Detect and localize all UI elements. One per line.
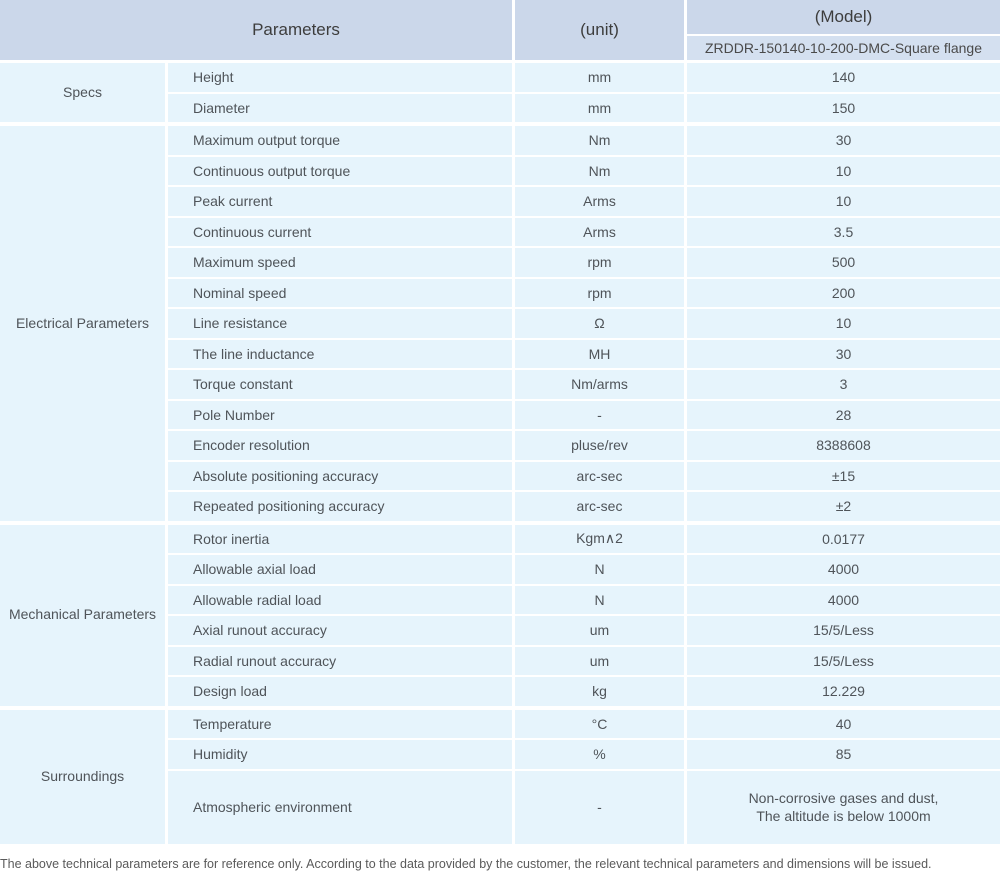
param-name: Radial runout accuracy <box>168 646 512 675</box>
param-name: Nominal speed <box>168 278 512 307</box>
param-value: 30 <box>687 339 1000 368</box>
param-name: Design load <box>168 677 512 706</box>
param-value: ±2 <box>687 492 1000 521</box>
param-value: 140 <box>687 63 1000 92</box>
param-value: 500 <box>687 248 1000 277</box>
param-unit: Arms <box>515 217 684 246</box>
param-name: Line resistance <box>168 309 512 338</box>
category-label: Mechanical Parameters <box>0 524 165 706</box>
param-name: Allowable axial load <box>168 555 512 584</box>
param-name: Atmospheric environment <box>168 770 512 844</box>
param-name: Axial runout accuracy <box>168 616 512 645</box>
param-unit: Ω <box>515 309 684 338</box>
param-name: Pole Number <box>168 400 512 429</box>
param-name: Peak current <box>168 187 512 216</box>
param-name: Repeated positioning accuracy <box>168 492 512 521</box>
param-name: Encoder resolution <box>168 431 512 460</box>
param-value: Non-corrosive gases and dust, The altitu… <box>687 770 1000 844</box>
param-value: 200 <box>687 278 1000 307</box>
param-value: 150 <box>687 93 1000 122</box>
param-unit: arc-sec <box>515 492 684 521</box>
param-value: 4000 <box>687 555 1000 584</box>
param-unit: Nm/arms <box>515 370 684 399</box>
param-unit: - <box>515 770 684 844</box>
param-value: 10 <box>687 187 1000 216</box>
table-header: Parameters (unit) (Model) ZRDDR-150140-1… <box>0 0 1000 60</box>
header-parameters: Parameters <box>0 0 512 60</box>
param-unit: pluse/rev <box>515 431 684 460</box>
param-unit: rpm <box>515 278 684 307</box>
param-name: Allowable radial load <box>168 585 512 614</box>
param-unit: Nm <box>515 156 684 185</box>
section-surroundings: Surroundings Temperature °C 40 Humidity … <box>0 709 1000 844</box>
param-value: ±15 <box>687 461 1000 490</box>
param-value: 28 <box>687 400 1000 429</box>
header-model-number: ZRDDR-150140-10-200-DMC-Square flange <box>687 36 1000 60</box>
param-value: 3.5 <box>687 217 1000 246</box>
header-unit: (unit) <box>515 0 684 60</box>
section-mechanical: Mechanical Parameters Rotor inertia Kgm∧… <box>0 524 1000 706</box>
param-unit: Kgm∧2 <box>515 524 684 553</box>
footer-note: The above technical parameters are for r… <box>0 856 932 871</box>
param-name: The line inductance <box>168 339 512 368</box>
param-unit: rpm <box>515 248 684 277</box>
param-value: 10 <box>687 156 1000 185</box>
param-unit: Arms <box>515 187 684 216</box>
spec-table: Parameters (unit) (Model) ZRDDR-150140-1… <box>0 0 1000 844</box>
param-unit: N <box>515 555 684 584</box>
param-value: 15/5/Less <box>687 616 1000 645</box>
param-unit: mm <box>515 63 684 92</box>
param-unit: arc-sec <box>515 461 684 490</box>
param-value: 0.0177 <box>687 524 1000 553</box>
param-value: 10 <box>687 309 1000 338</box>
param-name: Rotor inertia <box>168 524 512 553</box>
param-value: 15/5/Less <box>687 646 1000 675</box>
category-label: Electrical Parameters <box>0 126 165 521</box>
param-unit: mm <box>515 93 684 122</box>
param-name: Maximum output torque <box>168 126 512 155</box>
param-unit: Nm <box>515 126 684 155</box>
category-label: Surroundings <box>0 709 165 844</box>
param-unit: kg <box>515 677 684 706</box>
param-value: 85 <box>687 740 1000 769</box>
param-unit: MH <box>515 339 684 368</box>
param-name: Continuous current <box>168 217 512 246</box>
param-name: Humidity <box>168 740 512 769</box>
section-electrical: Electrical Parameters Maximum output tor… <box>0 126 1000 521</box>
param-unit: N <box>515 585 684 614</box>
param-value: 12.229 <box>687 677 1000 706</box>
param-name: Continuous output torque <box>168 156 512 185</box>
param-name: Temperature <box>168 709 512 738</box>
param-value: 3 <box>687 370 1000 399</box>
section-specs: Specs Height mm 140 Diameter mm 150 <box>0 63 1000 122</box>
param-name: Torque constant <box>168 370 512 399</box>
param-name: Maximum speed <box>168 248 512 277</box>
param-unit: - <box>515 400 684 429</box>
param-name: Height <box>168 63 512 92</box>
param-unit: % <box>515 740 684 769</box>
param-name: Absolute positioning accuracy <box>168 461 512 490</box>
category-label: Specs <box>0 63 165 122</box>
param-unit: °C <box>515 709 684 738</box>
header-model: (Model) <box>687 0 1000 34</box>
param-value: 30 <box>687 126 1000 155</box>
param-value: 40 <box>687 709 1000 738</box>
param-unit: um <box>515 616 684 645</box>
param-unit: um <box>515 646 684 675</box>
param-name: Diameter <box>168 93 512 122</box>
param-value: 8388608 <box>687 431 1000 460</box>
param-value: 4000 <box>687 585 1000 614</box>
